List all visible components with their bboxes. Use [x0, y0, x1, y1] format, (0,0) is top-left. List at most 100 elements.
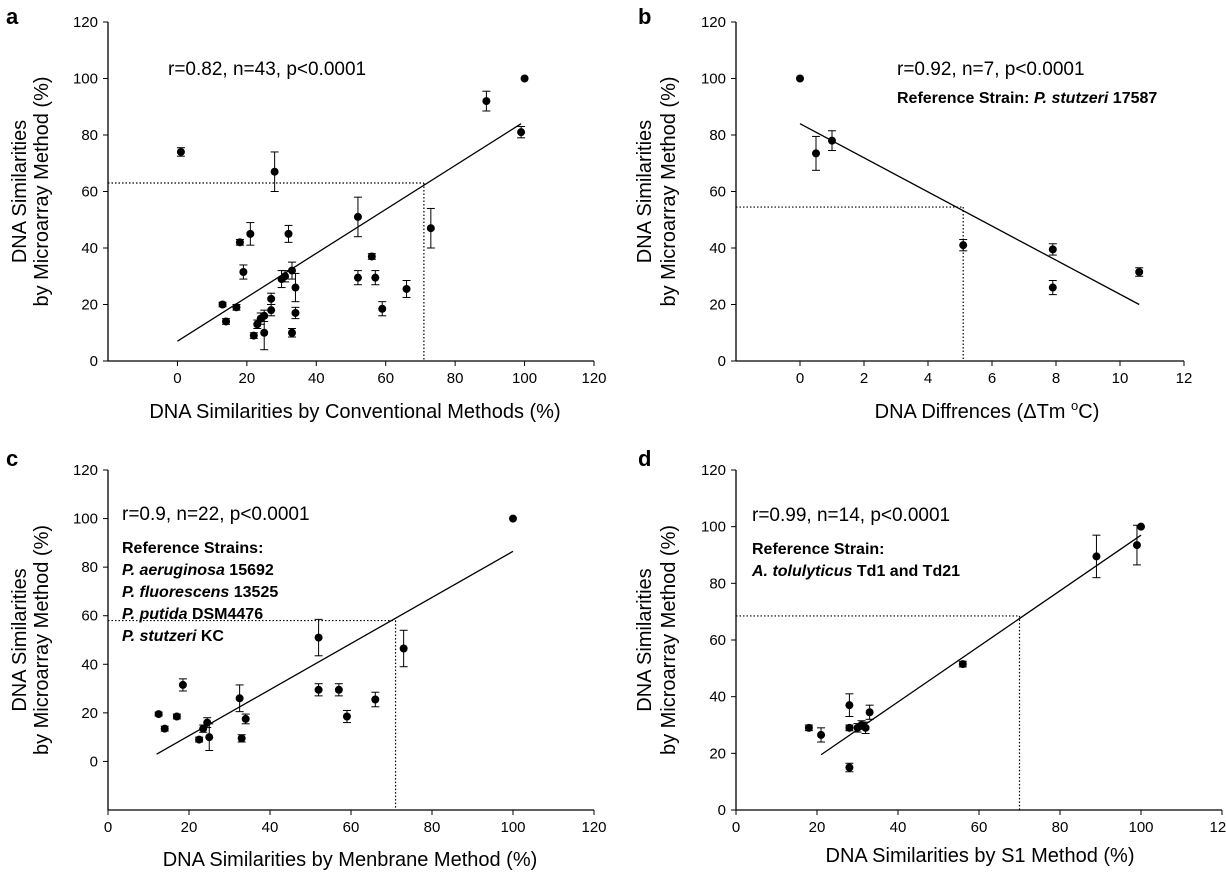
y-axis-label: by Microarray Method (%) — [658, 525, 680, 755]
data-point — [260, 311, 269, 320]
reference-strain-note: Reference Strains: — [122, 540, 263, 557]
reference-strain-note: Reference Strain: P. stutzeri 17587 — [897, 90, 1157, 107]
data-point — [160, 724, 169, 733]
y-tick-label: 40 — [81, 656, 98, 673]
x-tick-label: 4 — [924, 370, 932, 387]
y-tick-label: 60 — [81, 184, 98, 201]
y-tick-label: 60 — [709, 184, 726, 201]
x-tick-label: 120 — [1209, 819, 1226, 836]
y-tick-label: 100 — [701, 519, 726, 536]
stats-annotation: r=0.92, n=7, p<0.0001 — [897, 59, 1085, 80]
data-point — [195, 735, 204, 744]
data-point — [520, 74, 529, 83]
regression-line — [799, 123, 1140, 306]
x-tick-label: 8 — [1052, 370, 1060, 387]
x-tick-label: 100 — [512, 370, 537, 387]
data-point — [203, 718, 212, 727]
y-tick-label: 120 — [73, 462, 98, 479]
data-point — [402, 284, 411, 293]
y-tick-label: 40 — [709, 240, 726, 257]
data-point — [205, 733, 214, 742]
y-axis-label: by Microarray Method (%) — [31, 525, 53, 755]
reference-strain-note: P. fluorescens 13525 — [122, 584, 278, 601]
panel-c: c 0 20 40 60 80 100 120 0 20 40 60 80 100 120 DNA Simil… — [6, 446, 607, 871]
panel-letter: b — [638, 4, 651, 29]
x-tick-label: 120 — [581, 370, 606, 387]
x-tick-label: 40 — [890, 819, 907, 836]
data-point — [1135, 268, 1144, 277]
panel-letter: d — [638, 446, 651, 471]
y-tick-label: 80 — [81, 559, 98, 576]
x-tick-label: 80 — [1052, 819, 1069, 836]
data-point — [958, 660, 967, 669]
panel-letter: c — [6, 446, 18, 471]
y-tick-label: 60 — [709, 632, 726, 649]
reference-strain-note: P. stutzeri KC — [122, 628, 224, 645]
panel-letter: a — [6, 4, 19, 29]
data-point — [334, 685, 343, 694]
data-point — [267, 306, 276, 315]
x-tick-label: 6 — [988, 370, 996, 387]
reference-strain-note: A. tolulyticus Td1 and Td21 — [751, 563, 960, 580]
data-point — [804, 723, 813, 732]
x-tick-label: 0 — [732, 819, 740, 836]
y-tick-label: 40 — [709, 689, 726, 706]
y-tick-label: 20 — [709, 745, 726, 762]
x-tick-label: 100 — [500, 819, 525, 836]
data-point — [482, 97, 491, 106]
data-point — [1137, 522, 1145, 531]
data-point — [260, 328, 269, 337]
data-point — [865, 708, 874, 717]
y-axis-label: DNA Similarities — [9, 120, 31, 263]
reference-strain-note: P. aeruginosa 15692 — [122, 562, 274, 579]
x-tick-label: 120 — [581, 819, 606, 836]
data-point — [291, 283, 300, 292]
x-tick-label: 12 — [1176, 370, 1193, 387]
data-point — [176, 147, 185, 156]
y-tick-label: 0 — [718, 353, 726, 370]
x-tick-label: 80 — [424, 819, 441, 836]
y-axis-label: by Microarray Method (%) — [31, 76, 53, 306]
x-tick-label: 20 — [239, 370, 256, 387]
y-tick-label: 80 — [709, 127, 726, 144]
regression-line — [177, 123, 522, 342]
y-axis-label: DNA Similarities — [9, 568, 31, 711]
x-axis-label: DNA Diffrences (ΔTm oC) — [875, 398, 1100, 423]
data-point — [353, 273, 362, 282]
data-point — [517, 128, 526, 137]
reference-strain-note: P. putida DSM4476 — [122, 606, 263, 623]
x-tick-label: 60 — [377, 370, 394, 387]
data-point — [314, 633, 323, 642]
data-point — [342, 712, 351, 721]
x-tick-label: 100 — [1128, 819, 1153, 836]
data-point — [959, 241, 968, 250]
data-point — [378, 304, 387, 313]
data-point — [371, 273, 380, 282]
panel-d: d 0 20 40 60 80 100 120 0 20 40 60 80 100 120 DNA Simil… — [634, 446, 1226, 867]
data-point — [1092, 552, 1101, 561]
stats-annotation: r=0.82, n=43, p<0.0001 — [168, 59, 366, 80]
y-tick-label: 20 — [81, 297, 98, 314]
data-point — [281, 272, 290, 281]
data-point — [222, 317, 231, 326]
panel-a: a 0 20 40 60 80 100 120 0 20 40 60 80 100 120 DNA Simil… — [6, 4, 607, 423]
data-point — [154, 710, 163, 719]
x-tick-label: 60 — [971, 819, 988, 836]
data-point — [237, 734, 246, 743]
y-tick-label: 0 — [90, 753, 98, 770]
y-tick-label: 120 — [701, 462, 726, 479]
data-point — [845, 723, 854, 732]
data-point — [845, 763, 854, 772]
data-point — [270, 167, 279, 176]
data-point — [367, 252, 376, 261]
data-point — [812, 149, 820, 158]
x-axis-label: DNA Similarities by Conventional Methods… — [149, 401, 560, 423]
y-tick-label: 100 — [701, 71, 726, 88]
x-axis-label: DNA Similarities by S1 Method (%) — [826, 845, 1135, 867]
y-axis-label: DNA Similarities — [634, 120, 656, 263]
data-point — [314, 685, 323, 694]
stats-annotation: r=0.9, n=22, p<0.0001 — [122, 504, 310, 525]
x-tick-label: 20 — [809, 819, 826, 836]
